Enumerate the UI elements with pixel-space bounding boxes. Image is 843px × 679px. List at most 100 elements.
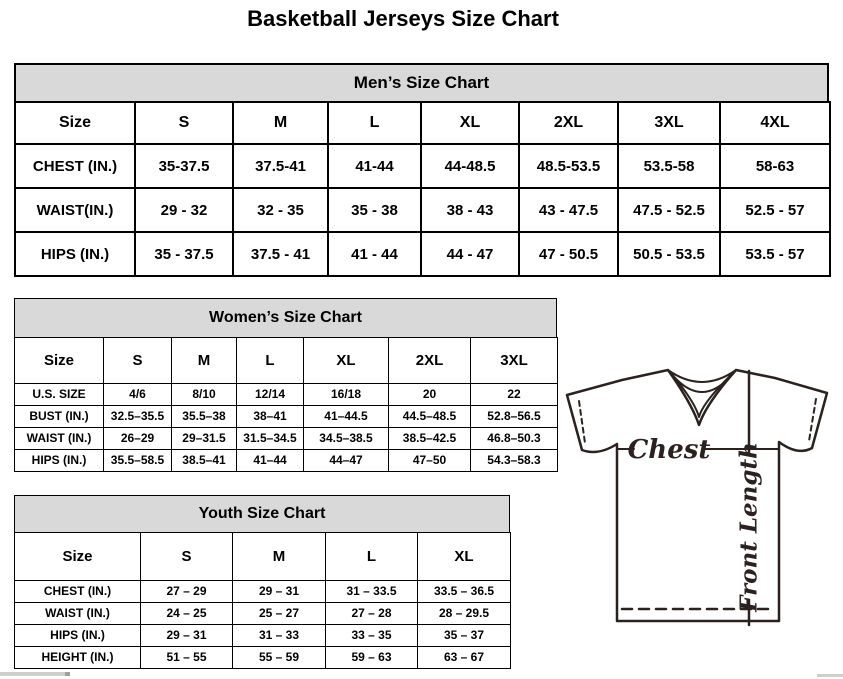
table-row-hips: HIPS (IN.) 35 - 37.5 37.5 - 41 41 - 44 4… [14,231,831,277]
size-cell: 41 - 44 [327,231,422,277]
size-cell: 47–50 [388,448,471,472]
size-cell: 52.8–56.5 [470,404,558,428]
jersey-measurement-diagram: Chest Front Length [565,368,829,627]
size-cell: 54.3–58.3 [470,448,558,472]
womens-col-header-s: S [103,336,172,384]
table-row-hips: HIPS (IN.) 35.5–58.5 38.5–41 41–44 44–47… [14,448,558,472]
size-cell: 37.5-41 [232,143,329,189]
size-cell: 38 - 43 [420,187,520,233]
row-label: WAIST(IN.) [14,187,136,233]
row-label: U.S. SIZE [14,382,104,406]
size-cell: 22 [470,382,558,406]
size-cell: 59 – 63 [325,645,418,669]
size-cell: 27 – 29 [140,579,233,603]
size-cell: 26–29 [103,426,172,450]
page-title: Basketball Jerseys Size Chart [247,6,559,31]
mens-corner-header: Size [14,101,136,145]
size-cell: 47 - 50.5 [518,231,619,277]
youth-chart-title: Youth Size Chart [14,495,510,533]
size-cell: 34.5–38.5 [303,426,389,450]
youth-col-header-s: S [140,531,233,581]
mens-size-chart: Men’s Size Chart Size S M L XL 2XL 3XL 4… [14,63,831,277]
mens-col-header-l: L [327,101,422,145]
size-cell: 50.5 - 53.5 [617,231,721,277]
size-cell: 35 – 37 [417,623,511,647]
size-cell: 52.5 - 57 [719,187,831,233]
youth-col-header-xl: XL [417,531,511,581]
sleeve-stitch-right [808,398,817,442]
womens-col-header-m: M [171,336,237,384]
size-cell: 20 [388,382,471,406]
mens-col-header-xl: XL [420,101,520,145]
row-label: WAIST (IN.) [14,426,104,450]
chest-label: Chest [628,435,711,465]
table-row-hips: HIPS (IN.) 29 – 31 31 – 33 33 – 35 35 – … [14,623,511,647]
size-cell: 44–47 [303,448,389,472]
size-cell: 35.5–38 [171,404,237,428]
size-cell: 31.5–34.5 [236,426,304,450]
table-row-waist: WAIST (IN.) 26–29 29–31.5 31.5–34.5 34.5… [14,426,558,450]
row-label: HIPS (IN.) [14,623,141,647]
scrollbar-fragment-right[interactable] [817,674,843,677]
size-cell: 25 – 27 [232,601,326,625]
mens-col-header-m: M [232,101,329,145]
size-cell: 29 – 31 [140,623,233,647]
row-label: HIPS (IN.) [14,231,136,277]
size-cell: 29–31.5 [171,426,237,450]
size-cell: 55 – 59 [232,645,326,669]
table-row-chest: CHEST (IN.) 35-37.5 37.5-41 41-44 44-48.… [14,143,831,189]
youth-corner-header: Size [14,531,141,581]
scrollbar-thumb-end[interactable] [65,672,70,676]
size-cell: 35 - 38 [327,187,422,233]
size-cell: 35 - 37.5 [134,231,234,277]
size-cell: 41-44 [327,143,422,189]
table-row-bust: BUST (IN.) 32.5–35.5 35.5–38 38–41 41–44… [14,404,558,428]
size-cell: 35.5–58.5 [103,448,172,472]
size-cell: 32 - 35 [232,187,329,233]
mens-chart-title: Men’s Size Chart [14,63,829,103]
womens-corner-header: Size [14,336,104,384]
size-cell: 24 – 25 [140,601,233,625]
size-cell: 41–44 [236,448,304,472]
size-cell: 38.5–41 [171,448,237,472]
youth-size-table: Size S M L XL CHEST (IN.) 27 – 29 29 – 3… [14,531,511,669]
size-cell: 35-37.5 [134,143,234,189]
size-cell: 29 - 32 [134,187,234,233]
womens-size-chart: Women’s Size Chart Size S M L XL 2XL 3XL… [14,298,558,472]
size-cell: 43 - 47.5 [518,187,619,233]
size-cell: 51 – 55 [140,645,233,669]
size-cell: 8/10 [171,382,237,406]
collar-band [667,369,737,418]
size-cell: 31 – 33 [232,623,326,647]
size-cell: 41–44.5 [303,404,389,428]
size-cell: 33.5 – 36.5 [417,579,511,603]
row-label: HEIGHT (IN.) [14,645,141,669]
womens-col-header-2xl: 2XL [388,336,471,384]
size-cell: 28 – 29.5 [417,601,511,625]
size-cell: 58-63 [719,143,831,189]
size-cell: 4/6 [103,382,172,406]
row-label: WAIST (IN.) [14,601,141,625]
table-row-height: HEIGHT (IN.) 51 – 55 55 – 59 59 – 63 63 … [14,645,511,669]
size-cell: 37.5 - 41 [232,231,329,277]
front-length-label: Front Length [736,442,763,613]
size-cell: 16/18 [303,382,389,406]
mens-col-header-4xl: 4XL [719,101,831,145]
womens-col-header-l: L [236,336,304,384]
mens-col-header-3xl: 3XL [617,101,721,145]
size-cell: 48.5-53.5 [518,143,619,189]
mens-col-header-2xl: 2XL [518,101,619,145]
size-cell: 44-48.5 [420,143,520,189]
table-row-waist: WAIST(IN.) 29 - 32 32 - 35 35 - 38 38 - … [14,187,831,233]
womens-size-table: Size S M L XL 2XL 3XL U.S. SIZE 4/6 8/10… [14,336,558,472]
size-cell: 31 – 33.5 [325,579,418,603]
womens-chart-title: Women’s Size Chart [14,298,557,338]
size-cell: 38–41 [236,404,304,428]
table-header-row: Size S M L XL 2XL 3XL 4XL [14,101,831,145]
size-cell: 53.5 - 57 [719,231,831,277]
scrollbar-fragment-left[interactable] [0,672,70,676]
size-cell: 44 - 47 [420,231,520,277]
size-cell: 12/14 [236,382,304,406]
size-cell: 44.5–48.5 [388,404,471,428]
table-row-us-size: U.S. SIZE 4/6 8/10 12/14 16/18 20 22 [14,382,558,406]
